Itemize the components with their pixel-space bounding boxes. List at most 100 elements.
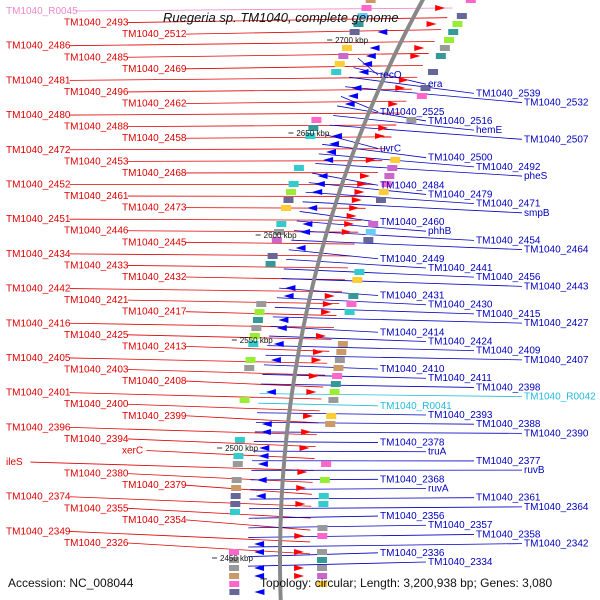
cog-category-block — [233, 453, 244, 459]
left-gene-label: TM1040_2451 — [6, 214, 71, 225]
left-gene-label: TM1040_2399 — [122, 411, 187, 422]
left-label-connector — [127, 53, 429, 58]
right-gene-label: TM1040_2430 — [428, 300, 493, 311]
cog-category-block — [420, 85, 431, 91]
accession-text: Accession: NC_008044 — [8, 576, 134, 590]
cog-category-block — [244, 365, 255, 371]
cog-category-block — [439, 45, 450, 51]
forward-gene-arrow — [299, 445, 310, 451]
right-gene-label: phhB — [428, 226, 452, 237]
right-label-connector — [248, 515, 379, 519]
left-label-connector — [69, 357, 328, 364]
right-gene-label: TM1040_2456 — [476, 272, 541, 283]
right-label-connector — [286, 258, 427, 269]
forward-gene-arrow — [295, 501, 306, 507]
right-gene-label: TM1040_2398 — [476, 382, 541, 393]
cog-category-block — [317, 565, 328, 571]
right-label-connector — [288, 249, 379, 260]
left-label-connector — [69, 112, 402, 116]
reverse-gene-arrow — [261, 421, 272, 427]
right-label-connector — [260, 383, 475, 388]
forward-gene-arrow — [395, 85, 406, 91]
reverse-gene-arrow — [255, 493, 266, 499]
map-title: Ruegeria sp. TM1040, complete genome — [163, 10, 399, 25]
reverse-gene-arrow — [312, 189, 323, 195]
forward-gene-arrow — [351, 197, 362, 203]
cog-category-block — [353, 21, 364, 27]
cog-category-block — [230, 501, 241, 507]
cog-category-block — [428, 69, 439, 75]
left-gene-label: TM1040_R0045 — [6, 6, 78, 17]
left-gene-label: TM1040_2458 — [122, 133, 187, 144]
left-gene-label: TM1040_2512 — [122, 29, 187, 40]
cog-category-block — [234, 437, 245, 443]
feature-tracks — [229, 0, 476, 595]
right-gene-label: TM1040_2409 — [476, 346, 541, 357]
left-gene-label: TM1040_2394 — [64, 434, 129, 445]
right-label-connector — [258, 402, 379, 407]
left-label-connector — [127, 369, 326, 376]
right-gene-label: truA — [428, 447, 447, 458]
left-gene-label: TM1040_2380 — [64, 469, 129, 480]
cog-category-block — [328, 397, 339, 403]
scale-tick-label: 2600 kbp — [264, 231, 297, 240]
left-gene-label: TM1040_2433 — [64, 260, 129, 271]
left-label-connector — [127, 160, 383, 162]
forward-gene-arrow — [435, 5, 446, 11]
right-label-connector — [259, 393, 523, 398]
left-gene-label: TM1040_2434 — [6, 249, 71, 260]
cog-category-block — [406, 117, 417, 123]
forward-gene-arrow — [306, 389, 317, 395]
cog-category-block — [334, 61, 345, 67]
cog-category-block — [329, 389, 340, 395]
right-gene-label: TM1040_2464 — [524, 245, 589, 256]
reverse-gene-arrow — [314, 181, 325, 187]
right-label-connector — [302, 201, 523, 214]
forward-gene-arrow — [414, 45, 425, 51]
reverse-gene-arrow — [273, 341, 284, 347]
right-gene-label: TM1040_2334 — [428, 557, 493, 568]
right-label-connector — [254, 431, 523, 434]
right-label-connectors — [247, 57, 523, 567]
forward-gene-arrow — [365, 157, 376, 163]
cog-category-block — [231, 477, 242, 483]
right-gene-label: TM1040_2479 — [428, 189, 493, 200]
right-gene-label: TM1040_2342 — [524, 539, 589, 550]
cog-category-block — [317, 549, 328, 555]
cog-category-block — [346, 301, 357, 307]
reverse-gene-arrow — [331, 133, 342, 139]
right-gene-label: pheS — [524, 171, 548, 182]
left-gene-label: TM1040_2452 — [6, 179, 71, 190]
right-gene-label: TM1040_2411 — [428, 373, 492, 384]
left-gene-label: TM1040_2453 — [64, 156, 129, 167]
reverse-gene-arrow — [302, 221, 313, 227]
scale-tick-label: 2550 kbp — [240, 336, 273, 345]
right-label-connector — [247, 552, 379, 558]
cog-category-block — [375, 197, 386, 203]
cog-category-block — [318, 501, 329, 507]
left-label-connector — [69, 531, 311, 543]
right-label-connector — [255, 421, 475, 425]
cog-category-block — [448, 29, 459, 35]
cog-category-block — [288, 181, 299, 187]
cog-category-block — [357, 13, 368, 19]
left-gene-label: TM1040_2416 — [6, 318, 71, 329]
right-gene-label: hemE — [476, 125, 502, 136]
left-label-connector — [185, 241, 355, 245]
left-gene-label: TM1040_2405 — [6, 353, 71, 364]
cog-category-block — [416, 93, 427, 99]
cog-category-block — [452, 21, 463, 27]
left-label-connector — [127, 265, 349, 269]
left-gene-label: TM1040_2374 — [6, 492, 71, 503]
cog-category-block — [318, 493, 329, 499]
cog-category-block — [317, 581, 328, 587]
right-gene-label: TM1040_2410 — [380, 364, 445, 375]
forward-gene-arrow — [349, 205, 360, 211]
cog-category-block — [349, 29, 360, 35]
scale-tick-label: 2650 kbp — [296, 129, 329, 138]
right-label-connector — [349, 76, 475, 94]
forward-gene-arrow — [294, 565, 305, 571]
left-label-connector — [69, 41, 435, 47]
